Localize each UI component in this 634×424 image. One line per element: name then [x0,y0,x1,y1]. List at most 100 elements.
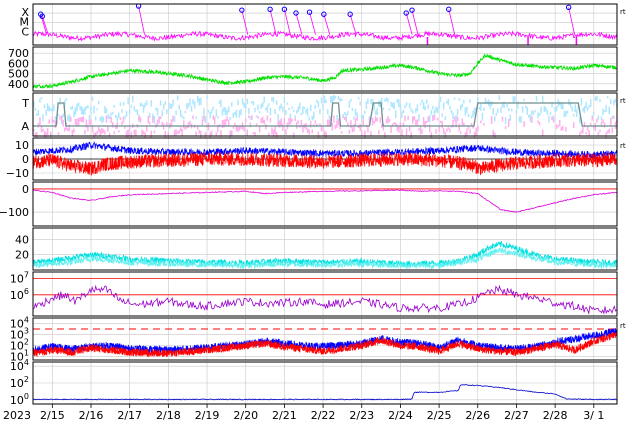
polarity-away-mark [91,125,94,133]
polarity-away-mark [453,116,456,122]
polarity-toward-mark [528,114,530,118]
polarity-toward-mark [217,116,219,119]
unit-label: rt [620,322,626,330]
polarity-toward-mark [450,109,453,114]
polarity-away-mark [217,124,219,133]
polarity-away-mark [183,120,185,129]
polarity-away-mark [444,131,447,139]
polarity-toward-mark [145,100,148,106]
polarity-toward-mark [297,106,300,112]
polarity-toward-mark [531,110,533,115]
polarity-toward-mark [53,104,55,112]
polarity-toward-mark [613,100,615,106]
polarity-away-mark [147,115,149,124]
polarity-toward-mark [362,114,365,122]
polarity-away-mark [300,119,303,127]
polarity-away-mark [541,129,544,136]
polarity-toward-mark [149,113,151,119]
polarity-away-mark [200,130,202,139]
polarity-toward-mark [322,103,324,110]
ylabel-proton-0-exp: 7 [24,271,29,280]
polarity-toward-mark [494,116,496,122]
polarity-away-mark [340,131,343,134]
polarity-away-mark [582,126,584,134]
polarity-toward-mark [606,96,609,99]
polarity-away-mark [560,126,563,131]
polarity-toward-mark [39,98,41,103]
polarity-toward-mark [446,100,448,104]
flare-spike-3 [241,10,249,35]
imf-bz-line [32,151,618,177]
kp-line-0 [32,241,617,268]
polarity-toward-mark [374,110,377,115]
panel-frame [32,271,618,317]
polarity-away-mark [373,120,375,124]
polarity-toward-mark [562,103,564,110]
polarity-toward-mark [452,112,454,119]
ylabel-xray-2-base: 10 [10,394,24,407]
panel-imf: 100−10 rt [6,137,626,181]
polarity-toward-mark [113,104,115,108]
polarity-toward-mark [210,109,213,114]
polarity-away-mark [278,120,281,128]
polarity-away-mark [302,124,304,133]
polarity-toward-mark [497,108,499,113]
polarity-away-mark [73,128,75,133]
polarity-toward-mark [232,112,235,118]
polarity-toward-mark [118,112,120,118]
polarity-away-mark [490,116,493,124]
polarity-away-mark [407,116,409,120]
polarity-away-mark [238,125,241,131]
polarity-toward-mark [111,111,114,115]
polarity-away-mark [108,132,111,137]
polarity-toward-mark [206,95,208,100]
polarity-away-mark [337,118,340,126]
polarity-toward-mark [176,95,179,101]
polarity-away-mark [425,120,428,124]
polarity-toward-mark [574,104,576,113]
polarity-toward-mark [608,106,610,115]
polarity-away-mark [580,130,583,134]
polarity-toward-mark [350,98,352,102]
flare-spike-11 [411,10,419,35]
flare-spike-2 [138,5,145,35]
polarity-toward-mark [424,106,426,111]
x-tick-label-13: 2/28 [543,409,568,422]
polarity-toward-mark [495,112,498,116]
polarity-toward-mark [170,104,173,110]
polarity-toward-mark [461,103,464,108]
polarity-toward-mark [261,102,264,108]
polarity-toward-mark [198,98,201,106]
polarity-toward-mark [192,99,194,105]
polarity-toward-mark [173,115,176,122]
polarity-toward-mark [295,110,298,114]
polarity-toward-mark [517,101,519,109]
polarity-toward-mark [489,101,491,109]
polarity-away-mark [82,116,85,123]
panel-frame [32,137,618,181]
polarity-away-mark [562,125,564,131]
polarity-away-mark [90,119,92,127]
polarity-away-mark [285,128,287,135]
polarity-away-mark [456,116,459,122]
polarity-toward-mark [484,97,487,105]
polarity-toward-mark [150,100,153,107]
polarity-toward-mark [354,108,357,116]
polarity-toward-mark [135,109,137,113]
polarity-toward-mark [274,109,276,115]
polarity-away-mark [235,125,238,131]
polarity-toward-mark [142,105,145,113]
polarity-away-mark [128,125,131,131]
polarity-away-mark [170,119,173,127]
flare-marker-5 [281,6,288,13]
polarity-toward-mark [395,110,397,118]
polarity-toward-mark [546,110,549,116]
polarity-toward-mark [367,98,369,104]
polarity-toward-mark [65,98,67,101]
polarity-toward-mark [84,107,86,115]
polarity-toward-mark [102,116,105,122]
polarity-toward-mark [521,106,524,113]
polarity-toward-mark [42,114,44,122]
